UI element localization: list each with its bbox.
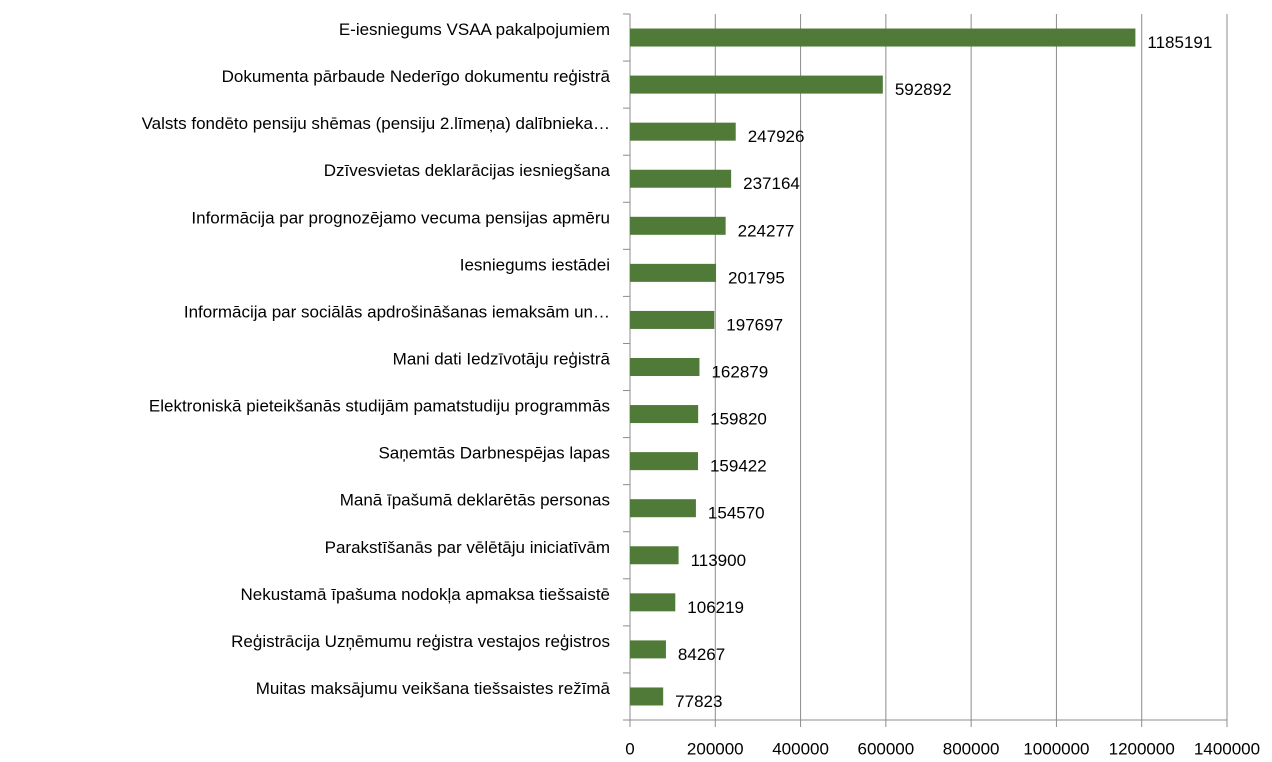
bar — [630, 358, 700, 376]
y-tick-label: E-iesniegums VSAA pakalpojumiem — [339, 20, 610, 39]
y-tick-label: Nekustamā īpašuma nodokļa apmaksa tiešsa… — [241, 585, 610, 604]
value-label: 201795 — [728, 268, 785, 287]
value-label: 197697 — [726, 315, 783, 334]
y-tick-label: Valsts fondēto pensiju shēmas (pensiju 2… — [142, 114, 610, 133]
x-tick-label: 1200000 — [1109, 739, 1175, 758]
value-label: 159422 — [710, 457, 767, 476]
x-tick-label: 600000 — [857, 739, 914, 758]
y-tick-label: Dzīvesvietas deklarācijas iesniegšana — [324, 161, 611, 180]
bar — [630, 405, 699, 424]
value-label: 113900 — [691, 551, 746, 570]
y-tick-label: Dokumenta pārbaude Nederīgo dokumentu re… — [222, 67, 611, 86]
bar — [630, 640, 666, 659]
bar — [630, 499, 696, 518]
bar — [630, 263, 717, 282]
value-label: 592892 — [895, 80, 952, 99]
y-tick-label: Muitas maksājumu veikšana tiešsaistes re… — [256, 679, 611, 698]
value-label: 237164 — [743, 174, 800, 193]
bar — [630, 28, 1136, 47]
y-tick-label: Reģistrācija Uzņēmumu reģistra vestajos … — [231, 632, 610, 651]
x-tick-label: 400000 — [772, 739, 829, 758]
y-tick-label: Parakstīšanās par vēlētāju iniciatīvām — [325, 538, 610, 557]
y-tick-label: Mani dati Iedzīvotāju reģistrā — [393, 349, 611, 368]
bar — [630, 452, 698, 471]
value-label: 77823 — [675, 692, 722, 711]
y-tick-label: Manā īpašumā deklarētās personas — [340, 491, 610, 510]
bar — [630, 687, 664, 706]
value-label: 159820 — [710, 410, 767, 429]
x-tick-label: 1000000 — [1023, 739, 1089, 758]
value-label: 106219 — [687, 598, 744, 617]
y-tick-label: Elektroniskā pieteikšanās studijām pamat… — [149, 397, 610, 416]
y-tick-label: Informācija par sociālās apdrošināšanas … — [184, 302, 610, 321]
x-tick-label: 200000 — [687, 739, 744, 758]
bar — [630, 169, 732, 188]
bar — [630, 122, 736, 141]
y-tick-label: Saņemtās Darbnespējas lapas — [378, 444, 610, 463]
bar — [630, 75, 883, 94]
x-tick-label: 800000 — [943, 739, 1000, 758]
bar — [630, 310, 715, 329]
bar — [630, 593, 676, 612]
value-label: 162879 — [711, 362, 768, 381]
y-tick-label: Iesniegums iestādei — [460, 255, 610, 274]
x-tick-label: 0 — [625, 739, 634, 758]
value-label: 247926 — [748, 127, 805, 146]
bar — [630, 216, 726, 235]
y-tick-label: Informācija par prognozējamo vecuma pens… — [191, 208, 610, 227]
value-label: 154570 — [708, 504, 765, 523]
value-label: 224277 — [738, 221, 795, 240]
x-tick-label: 1400000 — [1194, 739, 1260, 758]
value-label: 1185191 — [1147, 33, 1212, 52]
value-label: 84267 — [678, 645, 725, 664]
bar — [630, 546, 679, 565]
